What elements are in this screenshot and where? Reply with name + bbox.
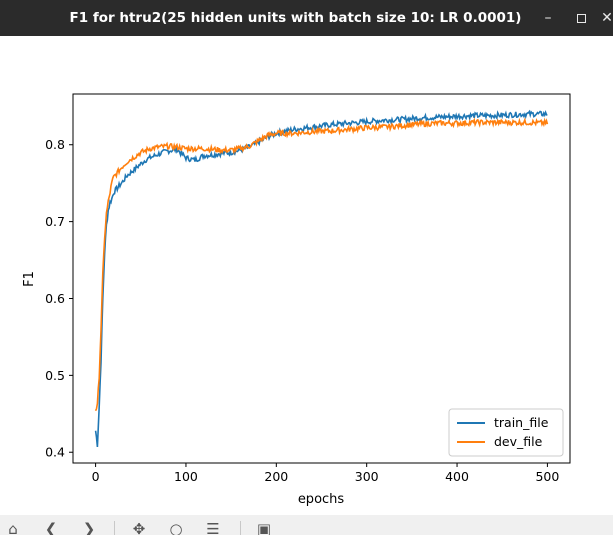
y-tick-label: 0.5 (45, 368, 65, 383)
y-tick-label: 0.8 (45, 137, 65, 152)
y-tick-label: 0.7 (45, 214, 65, 229)
maximize-button[interactable] (571, 8, 591, 28)
x-tick-label: 500 (535, 469, 559, 484)
close-button[interactable]: ✕ (601, 10, 613, 26)
x-tick-label: 300 (355, 469, 379, 484)
zoom-button[interactable]: ○ (165, 522, 187, 535)
window-titlebar: F1 for htru2(25 hidden units with batch … (0, 0, 613, 36)
configure-subplots-button[interactable]: ☰ (202, 522, 224, 535)
zoom-icon: ○ (169, 522, 183, 535)
x-tick-label: 200 (264, 469, 288, 484)
minimize-button[interactable]: – (544, 10, 552, 26)
forward-arrow-icon: ❯ (82, 522, 96, 535)
series-line-train-file (94, 109, 548, 447)
legend-label-dev-file: dev_file (494, 434, 543, 449)
pan-button[interactable]: ✥ (128, 522, 150, 535)
home-button[interactable]: ⌂ (2, 522, 24, 535)
x-tick-label: 400 (445, 469, 469, 484)
axis-ticks: 0 100 200 300 400 500 0.4 0.5 0.6 0.7 0.8 (45, 137, 559, 484)
maximize-icon (576, 14, 586, 23)
x-tick-label: 0 (92, 469, 100, 484)
x-axis-label: epochs (298, 492, 345, 507)
save-icon: ▣ (256, 522, 272, 535)
series-line-dev-file (94, 117, 549, 412)
back-arrow-icon: ❮ (44, 522, 58, 535)
back-button[interactable]: ❮ (40, 522, 62, 535)
y-tick-label: 0.4 (45, 445, 65, 460)
x-tick-label: 100 (174, 469, 198, 484)
series-lines (94, 109, 549, 447)
configure-subplots-icon: ☰ (206, 522, 220, 535)
legend: train_file dev_file (448, 408, 564, 457)
y-axis-label: F1 (22, 271, 37, 287)
legend-box (448, 408, 564, 457)
line-chart: 0 100 200 300 400 500 0.4 0.5 0.6 0.7 0.8 epochs F… (22, 93, 571, 507)
plot-frame (72, 93, 571, 464)
window-title: F1 for htru2(25 hidden units with batch … (69, 10, 522, 26)
pan-icon: ✥ (132, 522, 146, 535)
home-icon: ⌂ (8, 522, 18, 535)
legend-label-train-file: train_file (494, 415, 549, 430)
toolbar-separator (240, 521, 241, 535)
forward-button[interactable]: ❯ (78, 522, 100, 535)
matplotlib-toolbar: ⌂ ❮ ❯ ✥ ○ ☰ ▣ (0, 515, 613, 535)
figure-canvas: 0 100 200 300 400 500 0.4 0.5 0.6 0.7 0.8 epochs F… (0, 36, 613, 515)
y-tick-label: 0.6 (45, 291, 65, 306)
toolbar-separator (114, 521, 115, 535)
save-button[interactable]: ▣ (253, 522, 275, 535)
